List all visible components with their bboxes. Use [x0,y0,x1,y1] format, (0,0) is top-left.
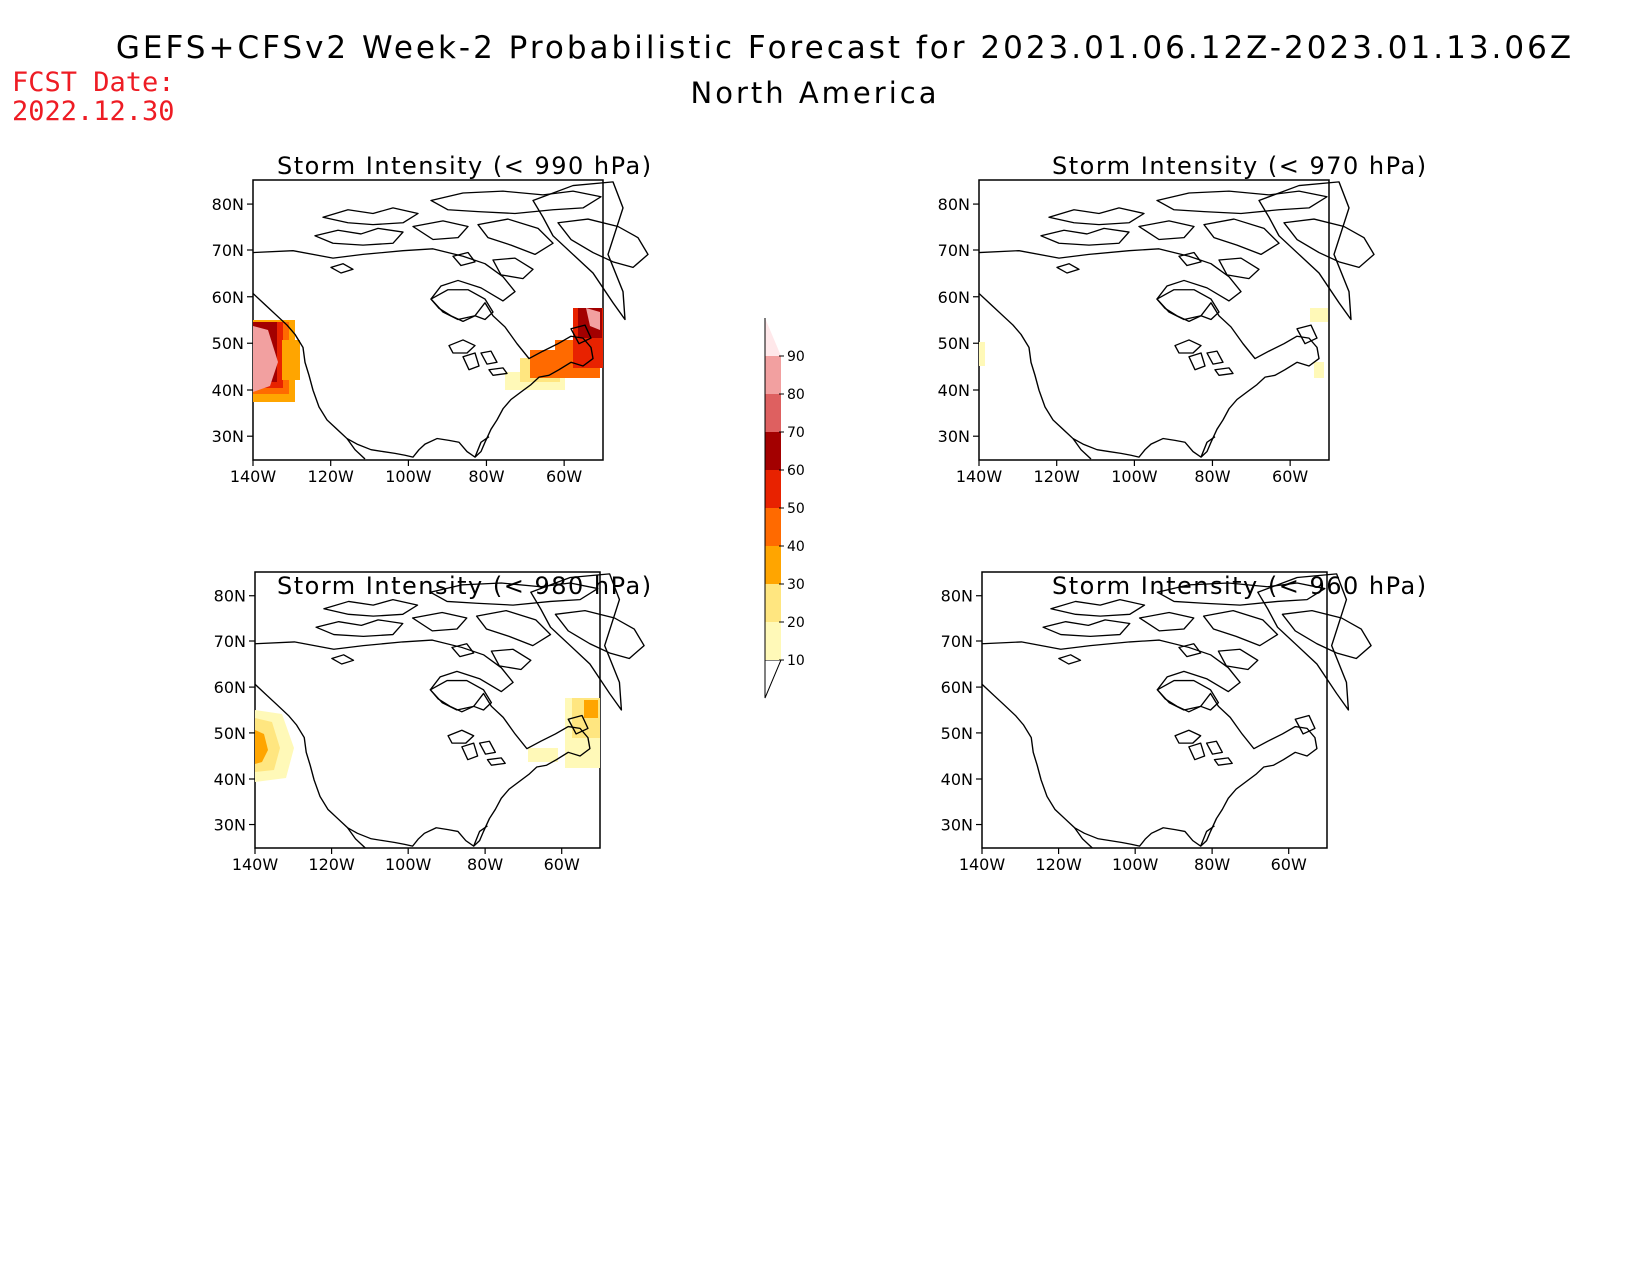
lat-label-990: 30N [212,427,244,446]
axes-layer: 140W 120W 100W 80W 60W 80N 70N 60N 50N 40N 30N 140W… [212,195,1309,874]
lon-label-980: 120W [308,855,355,874]
lon-label-980: 80W [467,855,503,874]
lat-label-970: 60N [938,288,970,307]
colorbar-segment [765,318,781,356]
lon-label-980: 140W [232,855,279,874]
lat-label-970: 70N [938,241,970,260]
panel-title-960: Storm Intensity (< 960 hPa) [1052,572,1428,600]
colorbar-label: 20 [787,615,805,631]
shading-990 [253,308,603,402]
map-frame-980 [254,571,601,849]
lat-label-990: 40N [212,381,244,400]
lat-label-960: 80N [941,587,973,606]
lon-label-990: 120W [308,467,355,486]
colorbar-segment [765,432,781,470]
lon-label-990: 140W [230,467,277,486]
lat-label-980: 30N [214,816,246,835]
lon-label-960: 60W [1271,855,1307,874]
lat-label-960: 60N [941,678,973,697]
forecast-date-value: 2022.12.30 [12,96,175,127]
colorbar-label: 80 [787,387,805,403]
panel-title-970: Storm Intensity (< 970 hPa) [1052,152,1428,180]
lon-label-970: 140W [956,467,1003,486]
lat-label-960: 30N [941,816,973,835]
map-frame-970 [978,179,1330,461]
colorbar-label: 10 [787,653,805,669]
colorbar-segment [765,622,781,660]
colorbar-segment [765,470,781,508]
colorbar-label: 40 [787,539,805,555]
lon-label-970: 100W [1111,467,1158,486]
lon-label-960: 100W [1112,855,1159,874]
lon-label-960: 140W [959,855,1006,874]
lon-label-990: 60W [546,467,582,486]
lat-label-960: 70N [941,632,973,651]
lat-label-970: 50N [938,334,970,353]
lon-label-970: 120W [1034,467,1081,486]
lon-label-980: 60W [544,855,580,874]
lon-label-990: 80W [468,467,504,486]
lat-label-980: 50N [214,724,246,743]
colorbar-label: 60 [787,463,805,479]
lat-label-970: 30N [938,427,970,446]
panel-title-990: Storm Intensity (< 990 hPa) [277,152,653,180]
colorbar-lower-arrow [764,659,782,699]
coastline-960 [981,573,1372,849]
colorbar-segment [765,508,781,546]
lat-label-990: 50N [212,334,244,353]
colorbar-segment [765,394,781,432]
map-frame-960 [981,571,1328,849]
shading-980 [255,698,600,782]
colorbar-label: 30 [787,577,805,593]
forecast-date-label: FCST Date: [12,67,175,98]
lat-label-980: 80N [214,587,246,606]
colorbar: 10 20 30 40 50 60 70 80 90 [764,318,805,699]
colorbar-label: 50 [787,501,805,517]
lon-label-970: 80W [1194,467,1230,486]
lat-label-970: 40N [938,381,970,400]
colorbar-segment [765,356,781,394]
lat-label-980: 60N [214,678,246,697]
lat-label-990: 70N [212,241,244,260]
lat-label-960: 50N [941,724,973,743]
lat-label-980: 40N [214,770,246,789]
figure-subtitle: North America [690,76,940,110]
colorbar-label: 90 [787,349,805,365]
lon-label-990: 100W [385,467,432,486]
colorbar-label: 70 [787,425,805,441]
figure-title: GEFS+CFSv2 Week-2 Probabilistic Forecast… [115,30,1575,66]
lon-label-980: 100W [385,855,432,874]
panel-title-980: Storm Intensity (< 980 hPa) [277,572,653,600]
lon-label-960: 80W [1194,855,1230,874]
lon-label-970: 60W [1272,467,1308,486]
lon-label-960: 120W [1035,855,1082,874]
lat-label-990: 60N [212,288,244,307]
lat-label-990: 80N [212,195,244,214]
lat-label-980: 70N [214,632,246,651]
lat-label-970: 80N [938,195,970,214]
colorbar-segment [765,546,781,584]
shading-970 [979,308,1328,378]
colorbar-segment [765,584,781,622]
lat-label-960: 40N [941,770,973,789]
map-frame-990 [252,179,604,461]
